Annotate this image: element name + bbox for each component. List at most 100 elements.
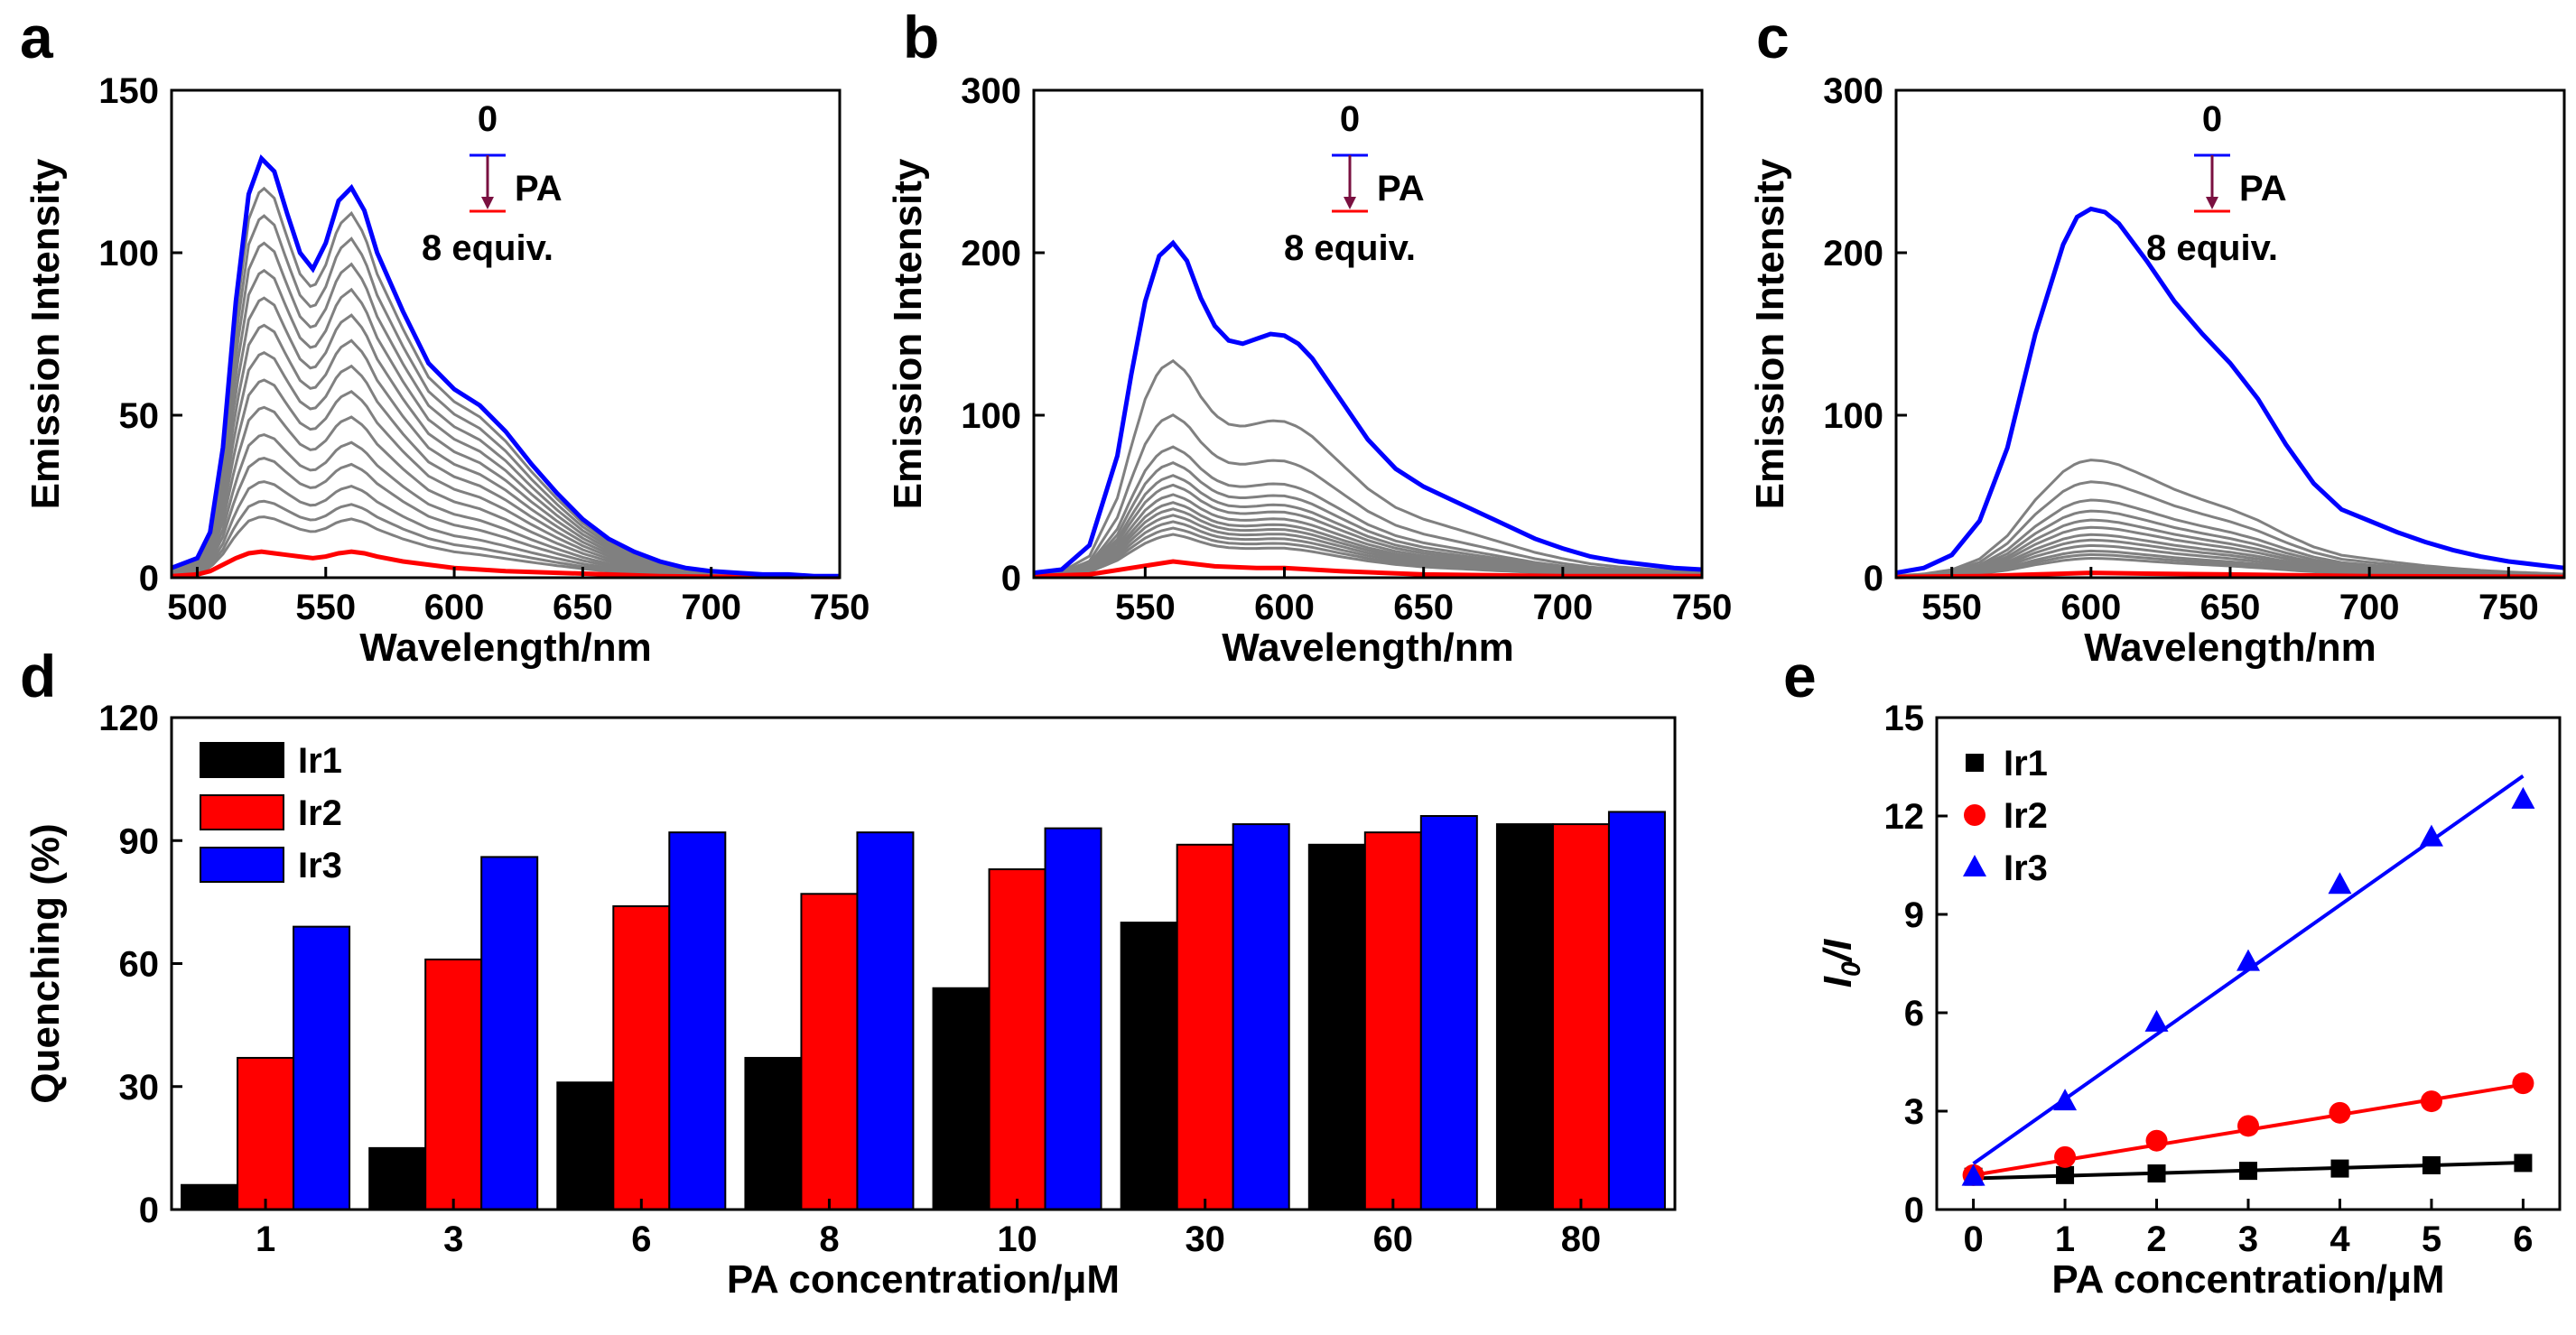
x-tick-label: 3 (2238, 1219, 2258, 1259)
y-tick-label: 3 (1904, 1092, 1924, 1132)
panel-b-chart: 0 100 200 300 550 600 650 700 750 Wavelength/nm Em… (886, 71, 1732, 670)
y-tick-label: 100 (98, 234, 159, 273)
point-ir3 (2144, 1009, 2169, 1032)
bar-ir3 (293, 925, 351, 1210)
legend-swatch-ir2 (200, 794, 284, 830)
bar-ir2 (800, 893, 859, 1211)
bar-ir1 (1495, 823, 1554, 1210)
down-arrow-icon (481, 197, 494, 209)
x-tick-label: 700 (1532, 588, 1593, 627)
x-axis-title: Wavelength/nm (359, 626, 652, 670)
y-tick-label: 300 (961, 71, 1021, 111)
y-tick-label: 50 (119, 396, 160, 436)
x-tick-label: 1 (256, 1219, 275, 1259)
x-tick-label: 550 (295, 588, 356, 627)
x-tick-label: 750 (2478, 588, 2539, 627)
y-tick-label: 30 (119, 1068, 160, 1108)
x-tick-label: 650 (553, 588, 613, 627)
x-tick-label: 5 (2422, 1219, 2441, 1259)
point-ir1 (2147, 1164, 2166, 1183)
curve-8-equiv (1895, 570, 2565, 579)
y-tick-label: 100 (961, 396, 1021, 436)
titration-curve-gray (1033, 413, 1703, 576)
panel-c-chart: 0 100 200 300 550 600 650 700 750 Wavelength/nm Em… (1748, 71, 2566, 670)
panel-label-d: d (20, 643, 56, 709)
y-tick-label: 12 (1884, 797, 1925, 837)
y-axis-title: Emission Intensity (886, 158, 930, 509)
titration-curve-gray (1033, 358, 1703, 576)
point-ir3 (2511, 786, 2535, 809)
bar-ir3 (480, 856, 539, 1211)
annotation-start: 0 (2202, 99, 2222, 139)
point-ir3 (2237, 949, 2260, 971)
x-tick-label: 700 (2339, 588, 2400, 627)
x-tick-label: 750 (810, 588, 870, 627)
plot-frame (1894, 88, 2566, 579)
annotation-reagent: PA (2239, 169, 2287, 209)
curve-8-equiv (1033, 559, 1702, 579)
x-tick-label: 700 (681, 588, 741, 627)
legend-marker-ir3 (1963, 855, 1986, 876)
x-tick-label: 6 (2513, 1219, 2533, 1259)
x-tick-label: 4 (2330, 1219, 2350, 1259)
curve-0-equiv (171, 154, 840, 579)
y-axis-title-tail: /I (1816, 939, 1860, 963)
bar-ir2 (237, 1056, 295, 1211)
bar-ir1 (181, 1183, 239, 1210)
point-ir3 (2419, 824, 2443, 847)
panel-d-chart: 0 30 60 90 120 1 3 6 8 10 30 60 80 PA concentration/μ… (23, 699, 1677, 1302)
x-tick-label: 600 (424, 588, 485, 627)
legend-swatch-ir3 (200, 847, 284, 883)
y-tick-label: 90 (119, 821, 160, 861)
x-tick-label: 10 (997, 1219, 1037, 1259)
bar-ir1 (744, 1056, 803, 1211)
plot-frame (170, 88, 842, 579)
bar-ir2 (424, 958, 483, 1211)
y-axis-title: Quenching (%) (23, 823, 68, 1103)
bar-ir3 (668, 831, 727, 1211)
curve-0-equiv (1033, 239, 1703, 576)
point-ir3 (1961, 1163, 1985, 1186)
annotation-reagent: PA (515, 169, 563, 209)
bar-ir2 (612, 904, 671, 1211)
bar-ir3 (1044, 827, 1102, 1210)
annotation-start: 0 (478, 99, 498, 139)
bar-ir2 (1363, 831, 1422, 1211)
y-axis-title-sub: 0 (1837, 961, 1866, 977)
legend-label: Ir1 (298, 741, 342, 781)
legend-label: Ir2 (298, 793, 342, 833)
point-ir1 (2239, 1162, 2257, 1181)
y-tick-label: 15 (1884, 699, 1925, 738)
annotation-end: 8 equiv. (1284, 228, 1416, 268)
point-ir1 (2514, 1154, 2533, 1173)
bar-ir1 (556, 1081, 615, 1211)
y-axis-title: Emission Intensity (1748, 158, 1792, 509)
point-ir1 (2330, 1159, 2349, 1178)
x-tick-label: 80 (1561, 1219, 1602, 1259)
annotation-end: 8 equiv. (422, 228, 553, 268)
y-axis-title: I0/I (1816, 939, 1866, 987)
x-tick-label: 0 (1963, 1219, 1983, 1259)
y-tick-label: 0 (139, 559, 159, 598)
bar-ir3 (1607, 811, 1666, 1210)
bar-ir2 (1176, 843, 1234, 1211)
curve-8-equiv (171, 549, 841, 579)
x-axis-title: Wavelength/nm (1222, 626, 1514, 670)
point-ir1 (2422, 1155, 2441, 1174)
panel-label-b: b (903, 4, 939, 70)
titration-curve-gray (171, 351, 840, 579)
y-tick-label: 0 (1864, 559, 1883, 598)
legend-swatch-ir1 (200, 742, 284, 778)
y-tick-label: 200 (961, 234, 1021, 273)
x-tick-label: 2 (2146, 1219, 2166, 1259)
bar-ir1 (1120, 922, 1178, 1210)
x-tick-label: 1 (2055, 1219, 2075, 1259)
bar-ir1 (932, 987, 990, 1210)
bar-ir1 (1307, 843, 1366, 1211)
y-axis-title-main: I (1816, 976, 1860, 987)
x-axis-title: PA concentration/μM (2051, 1257, 2444, 1302)
x-tick-label: 30 (1185, 1219, 1225, 1259)
legend-label: Ir1 (2004, 744, 2048, 783)
